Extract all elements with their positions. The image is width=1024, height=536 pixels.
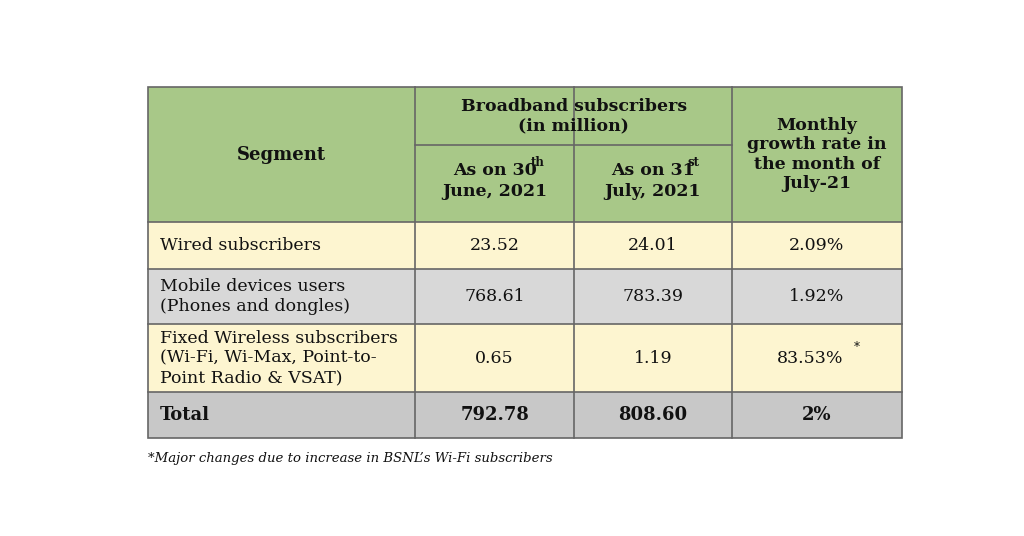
Bar [147,270,416,324]
Bar [416,270,573,324]
Bar [147,222,416,270]
Bar [147,324,416,392]
Bar [416,87,732,145]
Bar [732,270,902,324]
Text: Broadband subscribers
(in million): Broadband subscribers (in million) [461,98,687,135]
Text: 0.65: 0.65 [475,349,514,367]
Bar [732,324,902,392]
Text: As on 30: As on 30 [453,162,537,179]
Text: st: st [687,155,699,169]
Bar [573,222,732,270]
Bar [573,392,732,438]
Bar [416,222,573,270]
Bar [416,392,573,438]
Text: Monthly
growth rate in
the month of
July-21: Monthly growth rate in the month of July… [748,117,887,192]
Bar [573,145,732,222]
Text: 23.52: 23.52 [470,237,519,254]
Text: 1.19: 1.19 [634,349,673,367]
Text: 2.09%: 2.09% [790,237,845,254]
Bar [573,270,732,324]
Text: Segment: Segment [238,146,327,163]
Text: 2%: 2% [802,406,831,424]
Bar [732,87,902,222]
Text: Fixed Wireless subscribers
(Wi-Fi, Wi-Max, Point-to-
Point Radio & VSAT): Fixed Wireless subscribers (Wi-Fi, Wi-Ma… [160,330,397,386]
Bar [416,145,573,222]
Bar [147,392,416,438]
Text: 808.60: 808.60 [618,406,687,424]
Text: *: * [854,341,860,354]
Bar [732,392,902,438]
Text: As on 31: As on 31 [611,162,695,179]
Text: 24.01: 24.01 [628,237,678,254]
Text: 792.78: 792.78 [460,406,529,424]
Bar [573,324,732,392]
Bar [147,87,902,438]
Text: 83.53%: 83.53% [777,349,844,367]
Text: Wired subscribers: Wired subscribers [160,237,321,254]
Bar [732,222,902,270]
Text: Mobile devices users
(Phones and dongles): Mobile devices users (Phones and dongles… [160,278,350,315]
Text: June, 2021: June, 2021 [442,183,547,200]
Text: 768.61: 768.61 [464,288,525,305]
Bar [147,87,416,222]
Text: Total: Total [160,406,210,424]
Bar [416,324,573,392]
Text: July, 2021: July, 2021 [605,183,701,200]
Text: th: th [531,155,545,169]
Text: 1.92%: 1.92% [790,288,845,305]
Text: *Major changes due to increase in BSNL’s Wi-Fi subscribers: *Major changes due to increase in BSNL’s… [147,452,553,465]
Text: 783.39: 783.39 [623,288,683,305]
